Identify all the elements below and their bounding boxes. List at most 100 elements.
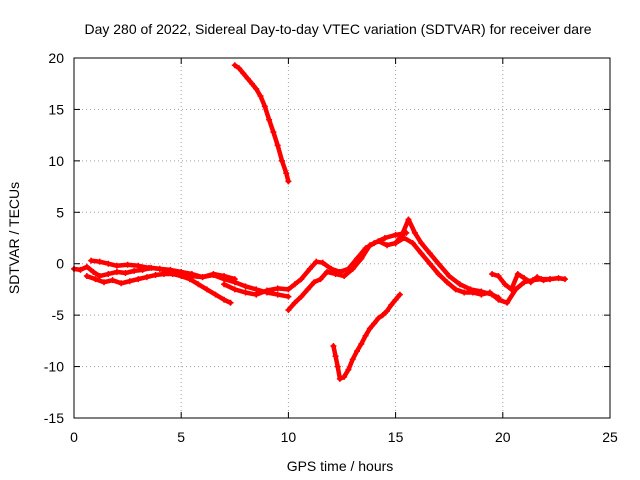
y-axis-label: SDTVAR / TECUs <box>6 182 22 294</box>
data-point <box>334 363 341 370</box>
series-layer <box>71 62 568 382</box>
series-lower-arc <box>330 291 403 382</box>
data-point <box>278 157 285 164</box>
data-point <box>461 289 468 296</box>
data-point <box>396 291 403 298</box>
data-point <box>501 281 508 288</box>
data-point <box>452 286 459 293</box>
data-point <box>101 279 108 286</box>
data-point <box>371 320 378 327</box>
data-point <box>195 281 202 288</box>
data-point <box>285 293 292 300</box>
data-point <box>540 277 547 284</box>
y-tick-label: 5 <box>56 204 64 220</box>
data-point <box>92 276 99 283</box>
series-band-upper-arc <box>232 62 291 184</box>
data-point <box>298 293 305 300</box>
y-tick-label: 0 <box>56 256 64 272</box>
data-point <box>304 286 311 293</box>
data-point <box>332 271 339 277</box>
data-point <box>495 294 502 301</box>
x-tick-label: 15 <box>388 429 404 445</box>
data-point <box>508 286 515 293</box>
data-point <box>221 273 228 280</box>
data-point <box>126 278 133 285</box>
data-point <box>362 332 369 339</box>
data-point <box>358 340 365 347</box>
data-point <box>426 250 433 257</box>
data-point <box>311 279 318 286</box>
data-point <box>478 288 485 295</box>
data-point <box>253 291 260 298</box>
x-axis-label: GPS time / hours <box>287 458 394 474</box>
data-point <box>384 242 391 249</box>
data-point <box>341 373 348 380</box>
x-tick-label: 10 <box>281 429 297 445</box>
series-main-band-f <box>392 216 502 301</box>
data-point <box>375 315 382 322</box>
chart-title: Day 280 of 2022, Sidereal Day-to-day VTE… <box>84 21 591 37</box>
data-point <box>375 238 382 245</box>
data-point <box>388 301 395 308</box>
data-point <box>521 275 528 282</box>
x-tick-label: 20 <box>495 429 511 445</box>
data-point <box>332 353 339 360</box>
data-point <box>83 273 90 280</box>
data-point <box>392 296 399 303</box>
data-point <box>555 275 562 282</box>
data-point <box>561 276 568 283</box>
data-point <box>135 276 142 283</box>
data-point <box>231 286 238 293</box>
data-point <box>426 260 433 267</box>
data-point <box>77 266 84 273</box>
data-point <box>178 273 185 280</box>
data-point <box>366 242 373 249</box>
data-point <box>248 80 255 87</box>
series-upper-arc <box>231 62 292 185</box>
data-point <box>444 279 451 286</box>
data-point <box>236 65 243 72</box>
data-point <box>341 273 348 280</box>
data-point <box>263 287 270 294</box>
data-point <box>186 276 193 283</box>
data-point <box>358 255 365 262</box>
data-point <box>253 286 260 293</box>
x-tick-label: 25 <box>602 429 618 445</box>
data-point <box>105 271 112 277</box>
series-main-band-g <box>489 271 553 293</box>
data-point <box>113 262 120 269</box>
data-point <box>261 103 268 110</box>
series-band-main-band-g <box>489 271 553 292</box>
data-point <box>266 116 273 123</box>
data-point <box>435 260 442 267</box>
data-point <box>392 231 399 238</box>
data-point <box>345 366 352 373</box>
data-point <box>231 62 238 69</box>
data-point <box>285 307 292 313</box>
series-main-band-c <box>83 271 234 306</box>
data-point <box>349 356 356 363</box>
data-point <box>489 271 496 277</box>
data-point <box>384 308 391 315</box>
data-point <box>88 257 95 264</box>
data-point <box>317 276 324 283</box>
data-point <box>83 263 90 270</box>
data-point <box>253 85 260 92</box>
data-point <box>113 268 120 275</box>
data-point <box>366 325 373 332</box>
x-tick-label: 5 <box>177 429 185 445</box>
y-tick-label: 20 <box>48 50 64 66</box>
data-point <box>161 271 168 277</box>
data-point <box>143 274 150 281</box>
data-point <box>152 272 159 279</box>
data-point <box>527 279 534 286</box>
data-point <box>323 268 330 275</box>
data-point <box>227 299 234 306</box>
data-point <box>135 262 142 269</box>
data-point <box>124 261 131 268</box>
data-point <box>411 229 418 236</box>
data-point <box>285 178 292 185</box>
data-point <box>203 286 210 293</box>
data-point <box>405 216 412 223</box>
data-point <box>514 271 521 277</box>
